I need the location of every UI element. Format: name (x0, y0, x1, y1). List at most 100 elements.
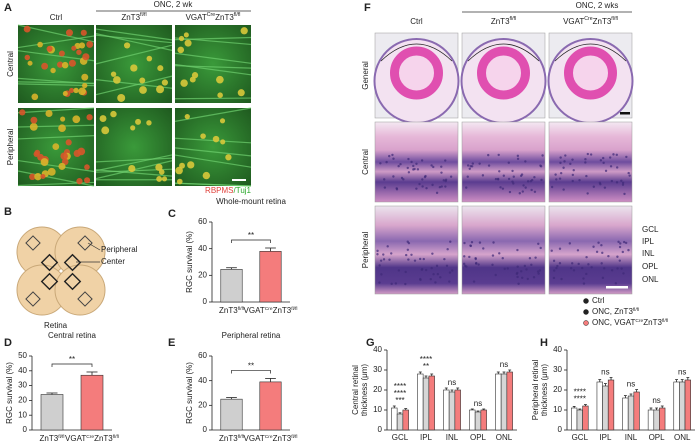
panel-letter: E (168, 337, 175, 349)
nucleus (571, 179, 574, 183)
cell (225, 154, 232, 161)
text-segment: RBPMS (205, 186, 233, 195)
cell (123, 42, 131, 49)
nucleus (498, 170, 501, 173)
bar (576, 409, 583, 431)
pointer (87, 242, 101, 251)
nucleus (618, 259, 621, 262)
bar (582, 405, 589, 431)
text-segment: VGAT (244, 434, 265, 443)
sample-square (63, 272, 82, 291)
bar (480, 409, 487, 431)
histology-image (461, 205, 546, 295)
axon-bundle (17, 35, 95, 49)
nucleus (385, 160, 388, 164)
nucleus (559, 161, 562, 165)
cell (212, 135, 220, 143)
x-tick-label: VGATCreZnT3fl/fl (244, 306, 298, 315)
y-tick-label: 0 (558, 425, 563, 434)
nucleus (407, 258, 410, 261)
nucleus (610, 269, 614, 272)
panel-letter: F (364, 2, 371, 14)
nucleus (595, 250, 599, 254)
cell (184, 114, 190, 120)
x-tick-label: GCL (572, 433, 589, 442)
nucleus (526, 277, 529, 281)
significance-label: **** (394, 389, 406, 398)
legend-label: ONC, ZnT3fl/fl (592, 307, 639, 316)
x-tick-label: GCL (392, 433, 409, 442)
nucleus (552, 259, 556, 263)
significance-label: ns (627, 380, 635, 389)
nucleus (511, 169, 514, 173)
nucleus (524, 160, 527, 163)
cell (177, 46, 185, 54)
cell (161, 79, 169, 86)
y-axis-label: RGC survival (%) (185, 362, 194, 424)
cell (184, 39, 192, 47)
column-header: ZnT3fl/fl (491, 16, 516, 26)
nucleus (388, 258, 391, 261)
text-segment: ZnT3 (219, 434, 238, 443)
cell (45, 109, 53, 118)
text-segment: Cre (635, 318, 643, 324)
text-segment: fl/fl (291, 434, 297, 440)
nucleus (518, 192, 521, 195)
cell (202, 171, 211, 180)
schematic-label: Retina (44, 321, 68, 330)
cell (46, 45, 53, 52)
text-segment: Cre (584, 16, 592, 22)
text-segment: fl/fl (611, 16, 618, 22)
nucleus (537, 272, 540, 275)
row-label: Peripheral (6, 129, 15, 166)
nucleus (602, 161, 605, 165)
sample-square (63, 253, 82, 272)
nucleus (620, 179, 623, 182)
nucleus (383, 178, 386, 181)
nucleus (572, 169, 575, 172)
cell (31, 93, 39, 101)
nucleus (482, 247, 485, 250)
nucleus (475, 261, 478, 265)
cell (187, 161, 195, 169)
nucleus (541, 154, 544, 157)
petal (54, 264, 106, 316)
nucleus (390, 252, 393, 255)
nucleus (586, 152, 590, 156)
axon-bundle (174, 137, 252, 144)
y-tick-label: 30 (18, 381, 27, 390)
nucleus (552, 276, 556, 280)
bar (422, 377, 430, 431)
nucleus (532, 276, 536, 279)
cell (73, 149, 81, 158)
y-tick-label: 40 (18, 366, 27, 375)
bar (571, 407, 578, 431)
column-header: VGATCreZnT3fl/fl (186, 12, 241, 22)
nucleus (440, 165, 443, 168)
nucleus (432, 273, 435, 276)
nucleus (516, 248, 519, 252)
cell (29, 122, 38, 131)
cell (158, 169, 165, 175)
nucleus (603, 267, 606, 270)
nucleus (603, 186, 607, 189)
legend-label: Ctrl (592, 296, 605, 305)
nucleus (524, 186, 527, 189)
cell (23, 25, 31, 33)
nucleus (560, 277, 563, 281)
nucleus (438, 185, 442, 189)
nucleus (494, 273, 497, 277)
cell (156, 176, 163, 182)
nucleus (444, 185, 447, 188)
bar (396, 413, 404, 431)
scale-bar (606, 286, 628, 289)
axon-bundle (95, 75, 173, 96)
significance-label: **** (394, 382, 406, 391)
panel-letter: G (366, 337, 375, 349)
cell (78, 87, 86, 96)
column-header: Ctrl (410, 17, 423, 26)
cell (40, 173, 46, 179)
significance-label: ns (474, 399, 482, 408)
nucleus (587, 263, 590, 266)
